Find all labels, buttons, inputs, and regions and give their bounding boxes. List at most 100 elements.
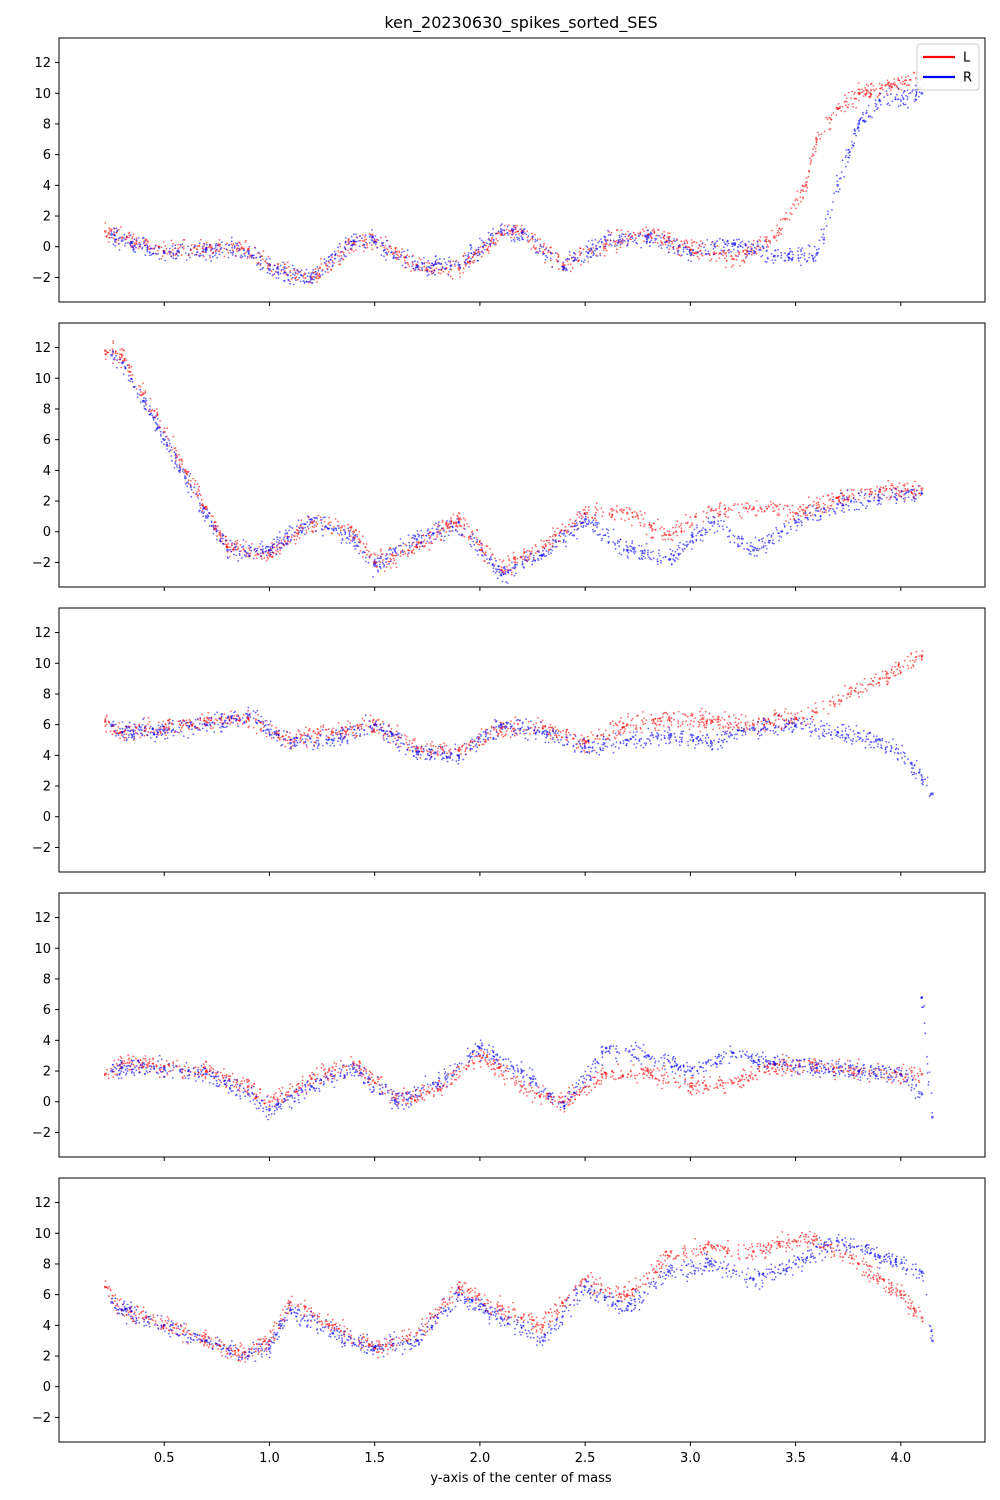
scatter-dot <box>666 530 669 532</box>
scatter-dot <box>728 251 730 254</box>
scatter-dot <box>502 567 505 569</box>
scatter-dot <box>417 268 420 271</box>
scatter-dot <box>306 521 309 523</box>
scatter-dot <box>239 243 242 246</box>
scatter-dot <box>256 264 258 266</box>
scatter-dot <box>811 155 813 157</box>
scatter-dot <box>361 234 364 237</box>
scatter-dot <box>790 207 792 210</box>
scatter-dot <box>451 277 454 280</box>
scatter-dot <box>383 255 385 258</box>
scatter-dot <box>518 233 520 236</box>
scatter-dot <box>850 488 853 491</box>
scatter-dot <box>355 529 357 531</box>
scatter-dot <box>503 229 506 232</box>
scatter-dot <box>616 542 619 544</box>
scatter-dot <box>709 528 711 531</box>
scatter-dot <box>235 548 238 551</box>
scatter-dot <box>496 568 499 571</box>
scatter-dot <box>511 571 513 574</box>
scatter-dot <box>514 561 517 564</box>
scatter-dot <box>205 247 207 250</box>
scatter-dot <box>378 560 380 563</box>
scatter-dot <box>248 555 251 558</box>
scatter-dot <box>805 506 807 509</box>
scatter-dot <box>893 78 896 80</box>
scatter-dot <box>586 255 588 258</box>
scatter-dot <box>815 507 817 510</box>
scatter-dot <box>651 229 654 232</box>
scatter-dot <box>304 526 307 529</box>
scatter-dot <box>492 228 494 230</box>
scatter-dot <box>825 225 828 227</box>
scatter-dot <box>305 529 308 532</box>
scatter-dot <box>501 228 504 231</box>
scatter-dot <box>851 147 853 149</box>
scatter-dot <box>788 256 790 259</box>
scatter-dot <box>850 97 852 100</box>
scatter-dot <box>571 267 574 270</box>
scatter-dot <box>473 251 475 254</box>
scatter-dot <box>717 515 720 518</box>
scatter-dot <box>800 200 802 203</box>
scatter-dot <box>127 370 129 372</box>
scatter-dot <box>904 499 906 501</box>
scatter-dot <box>298 527 301 530</box>
scatter-dot <box>778 227 781 230</box>
data-point <box>752 507 755 511</box>
y-tick-label: 2 <box>43 210 51 225</box>
scatter-dot <box>564 540 567 543</box>
scatter-dot <box>674 240 676 243</box>
scatter-dot <box>915 98 918 101</box>
scatter-dot <box>337 250 340 252</box>
scatter-dot <box>385 561 387 564</box>
scatter-dot <box>562 268 565 271</box>
figure-title: ken_20230630_spikes_sorted_SES <box>384 13 657 33</box>
scatter-dot <box>626 238 628 240</box>
scatter-dot <box>835 497 838 500</box>
scatter-dot <box>259 268 262 271</box>
scatter-dot <box>785 211 788 214</box>
scatter-dot <box>557 260 560 262</box>
scatter-dot <box>282 261 284 264</box>
scatter-dot <box>666 236 669 239</box>
scatter-dot <box>342 258 345 261</box>
scatter-dot <box>684 544 686 547</box>
scatter-dot <box>873 110 876 112</box>
scatter-dot <box>244 554 246 557</box>
scatter-dot <box>285 734 287 736</box>
scatter-dot <box>865 89 868 92</box>
scatter-dot <box>359 235 361 237</box>
scatter-dot <box>453 521 455 524</box>
scatter-dot <box>233 553 235 556</box>
scatter-dot <box>314 732 317 735</box>
scatter-dot <box>791 256 794 259</box>
scatter-dot <box>614 245 616 247</box>
scatter-dot <box>435 522 437 525</box>
scatter-dot <box>888 104 891 107</box>
scatter-dot <box>519 228 521 231</box>
scatter-dot <box>244 550 247 553</box>
scatter-dot <box>587 261 589 263</box>
scatter-dot <box>859 118 862 120</box>
scatter-dot <box>300 526 303 529</box>
scatter-dot <box>264 260 267 262</box>
scatter-dot <box>521 236 524 239</box>
scatter-dot <box>812 514 814 516</box>
scatter-dot <box>383 565 385 568</box>
scatter-dot <box>535 247 538 249</box>
scatter-dot <box>390 558 393 561</box>
scatter-dot <box>146 248 149 251</box>
scatter-dot <box>893 495 896 498</box>
scatter-dot <box>802 503 805 506</box>
scatter-dot <box>624 233 627 236</box>
scatter-dot <box>527 720 530 723</box>
scatter-dot <box>457 512 460 514</box>
scatter-dot <box>190 488 193 491</box>
scatter-dot <box>713 718 715 720</box>
scatter-dot <box>890 482 893 485</box>
scatter-dot <box>792 511 794 514</box>
scatter-dot <box>915 650 918 653</box>
scatter-dot <box>113 237 115 240</box>
scatter-dot <box>587 251 589 254</box>
